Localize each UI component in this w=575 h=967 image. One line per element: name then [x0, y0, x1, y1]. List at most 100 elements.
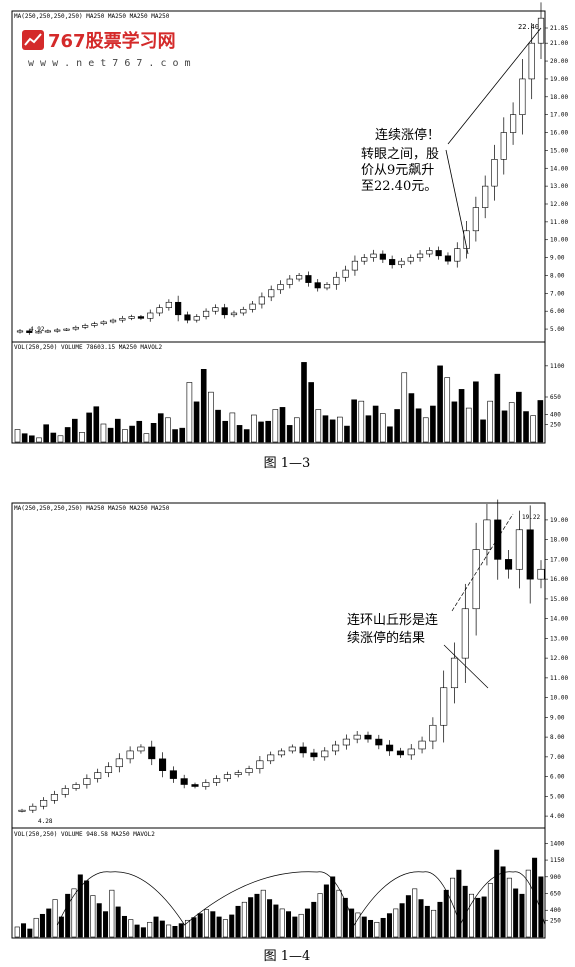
chart-1-volume-bars — [14, 362, 544, 443]
chart-2-vtick-label: 250 — [550, 917, 561, 924]
chart-2-volume-bar — [222, 919, 228, 938]
chart-2-candle — [494, 499, 502, 580]
chart-2-frame — [11, 502, 546, 939]
chart-1-candle — [137, 315, 145, 320]
chart-1-volume-bar — [394, 409, 400, 443]
chart-1-volume-bar — [336, 416, 343, 443]
chart-2-candle — [267, 751, 275, 765]
chart-1-candle — [100, 320, 107, 326]
chart-2-candle — [256, 755, 264, 774]
chart-1-candle — [16, 329, 24, 334]
chart-2-volume-bar — [172, 925, 178, 938]
chart-2-candle — [202, 779, 210, 790]
chart-1-volume-bar — [222, 420, 229, 443]
chart-1-volume-bar — [465, 407, 472, 443]
chart-2-candle — [353, 731, 361, 744]
chart-2-ytick-label: 15.00 — [550, 596, 568, 603]
chart-2-volume-bar — [481, 896, 487, 938]
chart-1-candle — [537, 2, 545, 59]
chart-2-volume-bar — [405, 895, 411, 938]
chart-1-candle — [398, 257, 405, 268]
chart-2-candle — [159, 752, 167, 778]
chart-2-volume-bar — [418, 899, 424, 938]
chart-1-volume-bar — [315, 409, 322, 443]
chart-1-annotation-leader-1 — [447, 27, 542, 145]
chart-2-volume-bar — [532, 857, 538, 938]
chart-2-hill-curve — [57, 871, 546, 926]
chart-1-ytick-label: 21.85 — [550, 25, 568, 32]
chart-1-volume-bar — [537, 400, 544, 443]
chart-2-volume-bar — [229, 914, 235, 938]
chart-1-volume-bar — [172, 429, 178, 443]
chart-2-volume-bar — [273, 904, 279, 938]
chart-1-volume-bar — [236, 425, 243, 443]
watermark-url: w w w . n e t 7 6 7 . c o m — [28, 58, 191, 69]
chart-2-volume-bars — [14, 849, 544, 938]
chart-2-volume-bar — [96, 903, 102, 938]
chart-1-volume-bar — [215, 409, 221, 443]
chart-1-annotation-line-3: 至22.40元。 — [361, 179, 437, 194]
chart-2-volume-bar — [361, 916, 367, 938]
chart-1-volume-bar — [265, 420, 271, 443]
chart-1-volume-bar — [408, 393, 415, 443]
chart-2-vtick-label: 900 — [550, 874, 561, 881]
chart-2-candle — [321, 747, 329, 761]
chart-2: MA(250,250,250,250) MA250 MA250 MA250 MA… — [11, 499, 568, 964]
chart-1-candle — [63, 328, 70, 332]
chart-1-ytick-label: 9.00 — [550, 255, 565, 262]
chart-2-price-axis: 19.00 18.00 17.00 16.00 15.00 14.00 13.00 12.00… — [544, 512, 568, 824]
chart-2-volume-bar — [279, 908, 285, 938]
chart-1-candle — [361, 254, 368, 265]
chart-2-volume-bar — [286, 911, 292, 938]
chart-2-volume-bar — [298, 913, 304, 938]
chart-2-volume-bar — [14, 926, 20, 938]
chart-2-volume-bar — [399, 903, 405, 938]
chart-1-candle — [370, 249, 377, 262]
chart-1-volume-bar — [487, 400, 494, 443]
chart-1-volume-header: VOL(250,250) VOLUME 78603.15 MA250 MAVOL… — [14, 344, 162, 351]
chart-2-last-price-label: 19.22 — [522, 514, 540, 521]
chart-2-ytick-label: 10.00 — [550, 695, 568, 702]
chart-2-volume-bar — [121, 915, 127, 938]
chart-1-volume-bar — [71, 418, 78, 443]
chart-1-volume-bar — [114, 418, 121, 443]
chart-2-volume-bar — [39, 913, 45, 938]
chart-1-volume-bar — [401, 372, 408, 443]
chart-1-candle — [230, 310, 238, 318]
chart-1-ytick-label: 7.00 — [550, 290, 565, 297]
chart-1-candle — [379, 250, 386, 264]
chart-2-volume-bar — [456, 869, 462, 938]
chart-1-ytick-label: 10.00 — [550, 237, 568, 244]
chart-1-volume-bar — [165, 417, 171, 443]
chart-1-candle — [240, 306, 247, 316]
chart-2-ytick-label: 5.00 — [550, 793, 565, 800]
chart-1-candle — [482, 175, 489, 219]
chart-2-volume-bar — [292, 916, 298, 938]
chart-2-candle — [126, 746, 134, 764]
chart-2-volume-bar — [500, 866, 506, 938]
chart-2-volume-bar — [178, 923, 184, 938]
chart-1: MA(250,250,250,250) MA250 MA250 MA250 MA… — [11, 2, 568, 471]
chart-1-candle — [128, 314, 135, 321]
chart-1-volume-bar — [372, 405, 379, 443]
chart-1-annotation-title: 连续涨停！ — [375, 127, 440, 143]
chart-1-volume-bar — [379, 413, 386, 443]
chart-1-volume-bar — [208, 391, 214, 443]
chart-2-candle — [375, 734, 383, 750]
chart-2-candle — [364, 731, 372, 743]
chart-2-volume-bar — [330, 876, 336, 938]
chart-2-volume-bar — [166, 924, 172, 938]
chart-2-volume-bar — [21, 923, 27, 938]
chart-2-candle — [61, 785, 69, 798]
chart-1-last-price-label: 22.40 — [518, 23, 539, 31]
chart-1-candle — [221, 303, 228, 319]
chart-2-candle — [472, 522, 480, 636]
chart-2-volume-bar — [393, 908, 399, 938]
chart-2-candle — [537, 560, 545, 589]
chart-1-candle — [389, 255, 396, 269]
chart-1-volume-bar — [272, 409, 279, 443]
chart-2-ytick-label: 18.00 — [550, 537, 568, 544]
chart-1-candle — [91, 321, 98, 328]
chart-1-volume-bar — [243, 429, 250, 443]
